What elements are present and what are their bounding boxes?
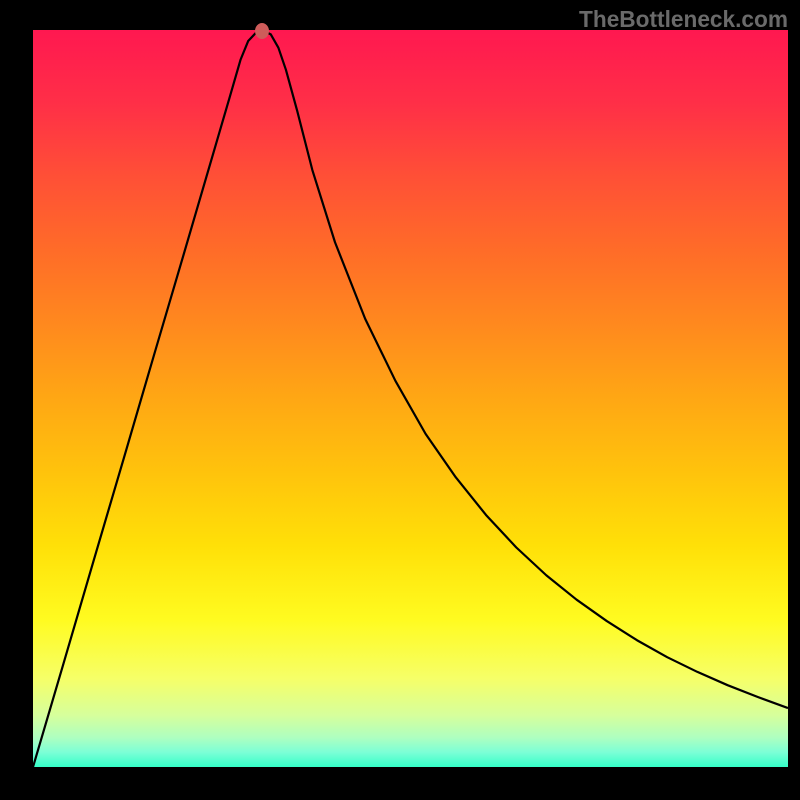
bottleneck-chart: TheBottleneck.com: [0, 0, 800, 800]
optimal-marker: [255, 23, 269, 39]
curve-svg: [33, 30, 788, 767]
plot-region: [33, 30, 788, 767]
watermark-text: TheBottleneck.com: [579, 6, 788, 33]
bottleneck-curve: [33, 31, 788, 767]
